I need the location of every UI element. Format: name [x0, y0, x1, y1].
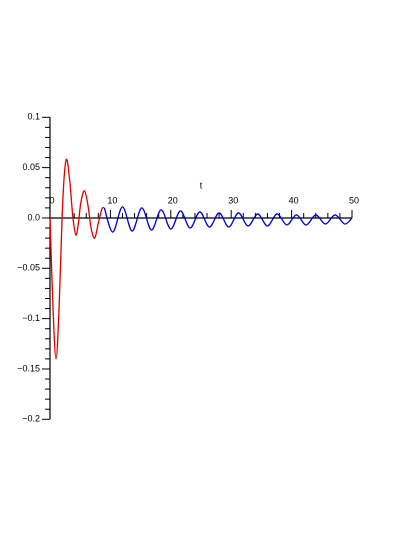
x-tick-label: 0	[49, 195, 54, 205]
x-tick-label: 30	[228, 195, 238, 205]
y-tick-label: −0.1	[22, 313, 40, 323]
data-line	[49, 158, 105, 360]
x-axis-label: t	[200, 180, 203, 190]
y-tick-label: −0.15	[17, 363, 40, 373]
y-tick-label: 0.05	[22, 162, 40, 172]
y-tick-label: −0.05	[17, 263, 40, 273]
x-tick-label: 50	[349, 195, 359, 205]
y-tick-label: 0.0	[27, 212, 40, 222]
y-tick-label: 0.1	[27, 112, 40, 122]
x-tick-label: 10	[107, 195, 117, 205]
x-tick-label: 20	[168, 195, 178, 205]
x-tick-label: 40	[289, 195, 299, 205]
y-tick-label: −0.2	[22, 414, 40, 424]
data-line	[103, 206, 353, 233]
